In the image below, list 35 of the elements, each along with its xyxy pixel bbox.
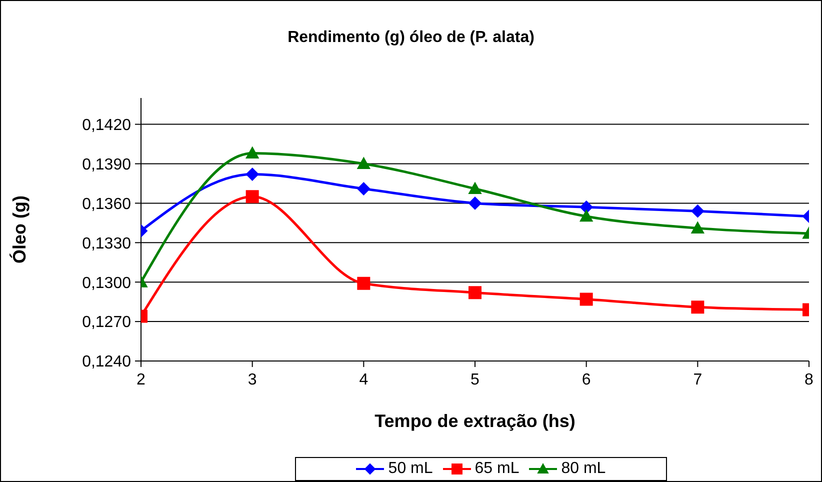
- point: [357, 157, 370, 170]
- y-tick-label: 0,1360: [82, 196, 132, 213]
- point: [357, 276, 370, 290]
- x-tick-label: 4: [359, 371, 368, 388]
- point: [468, 286, 482, 300]
- y-tick-label: 0,1420: [82, 116, 132, 134]
- point: [580, 292, 593, 306]
- point: [468, 182, 482, 194]
- point: [468, 196, 482, 210]
- x-axis-title: Tempo de extração (hs): [374, 411, 576, 431]
- y-tick-label: 0,1240: [82, 354, 132, 371]
- point: [580, 210, 593, 222]
- y-tick-label: 0,1330: [82, 235, 132, 252]
- x-tick-label: 7: [693, 371, 702, 388]
- legend-label: 80 mL: [561, 460, 606, 478]
- point: [246, 168, 259, 181]
- x-tick-label: 2: [136, 371, 146, 388]
- point: [357, 182, 370, 196]
- point: [246, 146, 259, 159]
- legend-label: 50 mL: [388, 460, 433, 478]
- y-tick-label: 0,1300: [82, 274, 132, 292]
- point: [691, 204, 704, 218]
- x-tick-label: 8: [804, 371, 814, 388]
- x-tick-label: 5: [470, 371, 480, 388]
- x-tick-label: 6: [582, 371, 591, 388]
- legend-label: 65 mL: [474, 460, 520, 478]
- point: [691, 222, 704, 234]
- point: [580, 200, 593, 214]
- y-tick-label: 0,1270: [82, 314, 132, 332]
- y-tick-label: 0,1390: [82, 156, 132, 174]
- chart-title: Rendimento (g) óleo de (P. alata): [286, 29, 536, 47]
- y-axis-title: Óleo (g): [9, 196, 30, 264]
- point: [691, 300, 704, 314]
- x-tick-label: 3: [248, 371, 257, 388]
- point: [246, 190, 259, 204]
